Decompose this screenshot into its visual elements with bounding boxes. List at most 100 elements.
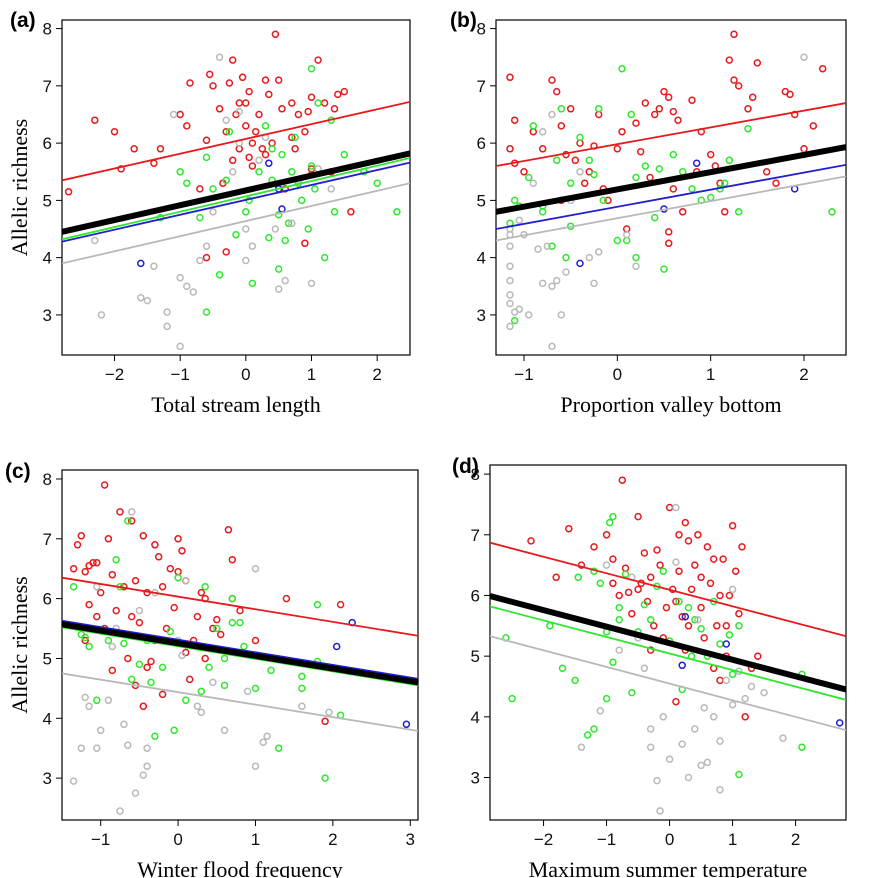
data-point-green [706, 193, 715, 202]
y-tick-label: 8 [471, 465, 480, 484]
data-point-gray [135, 606, 144, 615]
data-point-red [646, 173, 654, 182]
data-point-red [602, 531, 611, 539]
data-point-red [694, 531, 702, 539]
data-point-gray [182, 576, 190, 585]
data-point-red [713, 622, 721, 630]
data-point-red [738, 543, 746, 551]
data-point-red [124, 654, 132, 663]
data-point-red [186, 79, 194, 87]
data-point-red [248, 139, 257, 147]
data-point-red [108, 666, 117, 675]
data-point-red [251, 636, 260, 645]
data-point-gray [271, 225, 280, 233]
data-point-red [716, 591, 724, 600]
data-point-gray [506, 276, 514, 285]
data-point-gray [515, 305, 524, 313]
data-point-green [202, 308, 211, 316]
data-point-gray [235, 107, 244, 116]
data-point-green [182, 696, 190, 705]
data-point-green [166, 627, 175, 636]
y-axis-label: Allelic richness [7, 576, 32, 713]
data-point-green [640, 600, 649, 609]
data-point-green [274, 265, 283, 273]
data-point-green [650, 213, 659, 222]
data-point-gray [585, 253, 594, 262]
data-point-red [716, 676, 724, 685]
data-point-green [340, 150, 349, 159]
data-point-red [506, 73, 514, 82]
data-point-green [725, 631, 734, 639]
data-point-gray [543, 242, 552, 250]
y-tick-label: 8 [43, 470, 52, 489]
data-point-red [209, 82, 217, 90]
data-point-green [373, 179, 381, 187]
data-point-blue [681, 612, 690, 621]
trend-line-black [62, 621, 418, 686]
data-point-green [669, 150, 678, 159]
x-tick-label: 1 [706, 365, 715, 384]
data-point-red [73, 541, 82, 549]
data-point-gray [691, 725, 699, 733]
data-point-gray [97, 311, 106, 319]
data-point-green [314, 99, 322, 107]
x-tick-label: 0 [173, 830, 182, 849]
data-point-green [196, 213, 204, 222]
data-point-gray [665, 755, 674, 764]
data-point-gray [524, 311, 533, 319]
data-point-gray [622, 230, 631, 239]
data-point-green [602, 694, 611, 703]
data-point-green [529, 122, 538, 130]
data-point-green [609, 512, 617, 521]
data-point-red [288, 133, 296, 142]
data-point-green [205, 663, 213, 672]
data-point-gray [640, 664, 649, 673]
data-point-red [330, 105, 339, 113]
data-point-green [135, 660, 144, 669]
x-axis-label: Maximum summer temperature [529, 857, 808, 878]
x-tick-label: 3 [406, 830, 415, 849]
data-point-gray [596, 707, 605, 715]
data-point-red [185, 675, 194, 684]
data-point-red [131, 576, 140, 585]
data-point-gray [104, 696, 113, 705]
data-point-red [672, 697, 680, 706]
trend-line-green [62, 157, 410, 241]
data-point-red [730, 30, 738, 39]
data-point-green [278, 150, 286, 159]
data-point-red [224, 526, 233, 534]
data-point-red [347, 208, 355, 216]
plot-frame [61, 469, 419, 821]
data-point-gray [506, 291, 514, 299]
data-point-green [307, 64, 316, 73]
data-point-green [220, 654, 229, 663]
data-point-red [304, 107, 312, 116]
data-point-green [728, 670, 737, 679]
data-point-green [213, 624, 221, 633]
data-point-gray [183, 282, 191, 291]
x-tick-label: 2 [372, 365, 381, 384]
data-point-red [684, 622, 693, 630]
data-point-green [393, 208, 401, 216]
data-point-green [215, 271, 224, 279]
data-point-green [291, 133, 299, 142]
data-point-red [754, 652, 762, 660]
y-tick-label: 4 [43, 709, 52, 728]
data-point-red [258, 145, 267, 153]
data-point-green [798, 743, 806, 751]
data-point-red [301, 127, 309, 136]
data-point-gray [709, 713, 718, 721]
data-point-red [624, 588, 633, 597]
data-point-red [170, 603, 178, 612]
data-point-green [311, 185, 319, 193]
y-tick-label: 4 [471, 708, 480, 727]
data-point-red [274, 76, 283, 84]
data-point-red [725, 591, 734, 600]
data-point-gray [169, 110, 178, 119]
data-point-gray [632, 262, 640, 270]
data-point-green [627, 110, 636, 119]
data-point-blue [332, 642, 341, 651]
data-point-green [209, 185, 217, 193]
data-point-red [741, 713, 749, 721]
data-point-gray [248, 242, 257, 250]
